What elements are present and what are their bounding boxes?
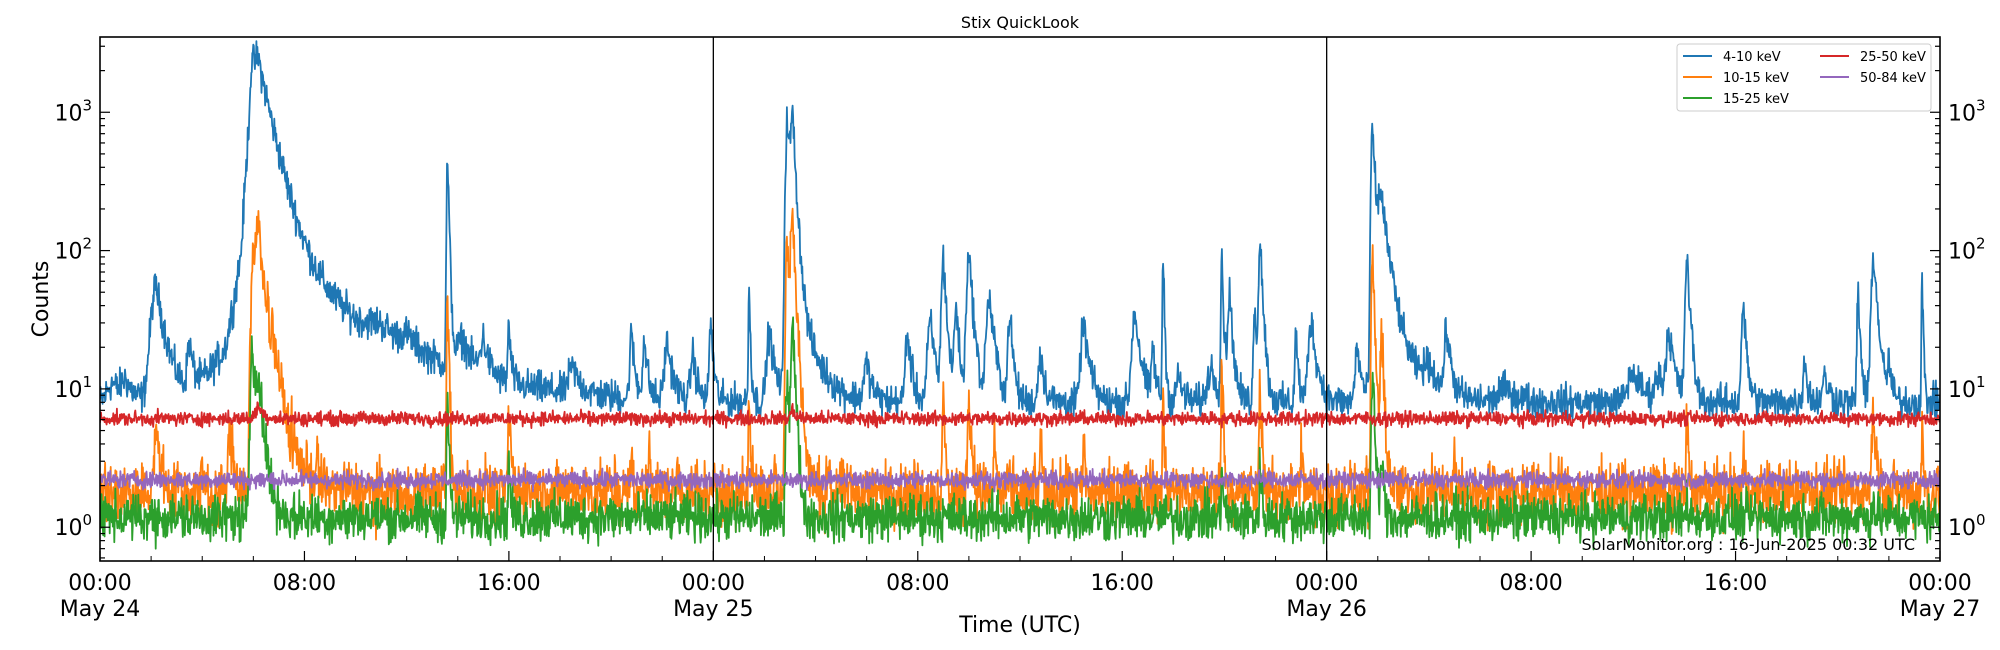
series-line-4-10-kev — [100, 40, 1940, 423]
x-tick-time-label: 16:00 — [1091, 571, 1154, 596]
x-tick-time-label: 08:00 — [273, 571, 336, 596]
y-axis-label: Counts — [29, 261, 54, 338]
series-layer — [100, 40, 1940, 551]
series-line-50-84-kev — [100, 467, 1940, 493]
x-tick-time-label: 00:00 — [682, 571, 745, 596]
x-tick-time-label: 00:00 — [68, 571, 131, 596]
legend-item: 15-25 keV — [1683, 92, 1789, 107]
x-tick-time-label: 16:00 — [477, 571, 540, 596]
legend-label: 10-15 keV — [1723, 71, 1789, 86]
x-tick-time-label: 08:00 — [886, 571, 949, 596]
legend: 4-10 keV 10-15 keV 15-25 keV 25-50 keV 50-84… — [1676, 43, 1932, 112]
y-tick-label-right: 101 — [1948, 373, 1986, 403]
series-line-15-25-kev — [100, 316, 1940, 551]
y-tick-label-right: 102 — [1948, 235, 1986, 265]
x-tick-time-label: 08:00 — [1499, 571, 1562, 596]
x-tick-date-label: May 27 — [1900, 597, 1980, 622]
y-tick-label-right: 100 — [1948, 511, 1986, 541]
y-tick-label-right: 103 — [1948, 96, 1986, 126]
x-tick-date-label: May 24 — [60, 597, 140, 622]
y-tick-label-left: 103 — [54, 96, 92, 126]
y-tick-label-left: 102 — [54, 235, 92, 265]
credit-text: SolarMonitor.org : 16-Jun-2025 00:32 UTC — [1581, 535, 1915, 554]
x-tick-date-label: May 26 — [1286, 597, 1366, 622]
legend-item: 25-50 keV — [1820, 50, 1926, 65]
x-tick-time-label: 16:00 — [1704, 571, 1767, 596]
legend-item: 50-84 keV — [1820, 71, 1926, 86]
legend-item: 4-10 keV — [1683, 50, 1781, 65]
legend-label: 50-84 keV — [1860, 71, 1926, 86]
legend-label: 25-50 keV — [1860, 50, 1926, 65]
x-tick-time-label: 00:00 — [1908, 571, 1971, 596]
legend-label: 15-25 keV — [1723, 92, 1789, 107]
x-axis-label: Time (UTC) — [958, 613, 1081, 638]
legend-box — [1676, 43, 1932, 112]
x-tick-date-label: May 25 — [673, 597, 753, 622]
day-dividers — [712, 37, 1328, 561]
legend-label: 4-10 keV — [1723, 50, 1781, 65]
x-tick-time-label: 00:00 — [1295, 571, 1358, 596]
legend-item: 10-15 keV — [1683, 71, 1789, 86]
chart-title: Stix QuickLook — [961, 13, 1080, 32]
y-axis-ticks: 100 100 101 101 102 102 103 103 — [54, 45, 1986, 559]
y-tick-label-left: 100 — [54, 511, 92, 541]
y-tick-label-left: 101 — [54, 373, 92, 403]
series-line-25-50-kev — [100, 401, 1940, 430]
